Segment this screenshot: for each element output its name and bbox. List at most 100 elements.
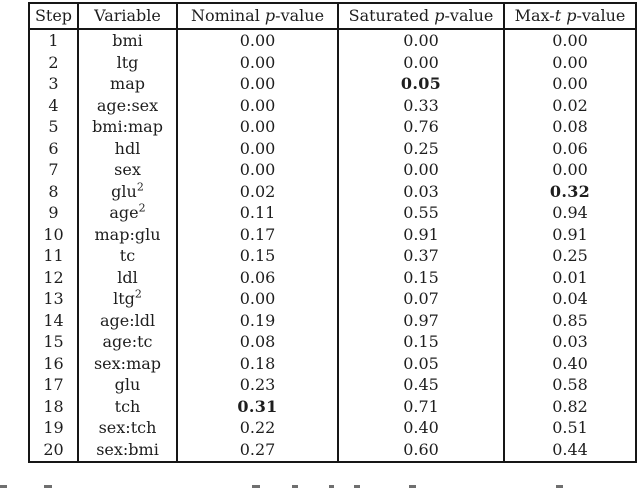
cell-nominal-pvalue: 0.08 <box>176 331 338 353</box>
caption-fragment <box>252 485 260 488</box>
cell-maxt-pvalue: 0.58 <box>503 374 636 396</box>
table-row: 18 tch 0.31 0.71 0.82 <box>29 395 636 418</box>
cell-step: 3 <box>48 74 59 94</box>
cell-maxt-pvalue: 0.51 <box>503 417 636 439</box>
caption-fragment <box>0 485 7 488</box>
cell-maxt-pvalue: 0.44 <box>503 438 636 462</box>
caption-fragment <box>556 485 563 488</box>
cell-nominal-pvalue: 0.19 <box>176 309 338 332</box>
table-row: 2 ltg 0.00 0.00 0.00 <box>29 51 636 74</box>
cell-step: 18 <box>43 396 64 416</box>
cell-variable: sex <box>77 159 177 181</box>
column-header-0: Step <box>29 3 78 30</box>
cell-maxt-pvalue: 0.40 <box>503 352 636 375</box>
caption-fragment <box>409 485 416 488</box>
cell-step: 2 <box>48 52 59 72</box>
cell-saturated-pvalue: 0.25 <box>337 137 504 160</box>
cell-nominal-pvalue: 0.00 <box>176 137 338 160</box>
cell-maxt-pvalue: 0.02 <box>503 94 636 117</box>
stepwise-pvalue-table: Step Variable Nominal p-value Saturated p-v… <box>28 2 637 463</box>
cell-saturated-pvalue: 0.76 <box>337 116 504 138</box>
cell-variable: sex:bmi <box>77 438 177 462</box>
cell-nominal-pvalue: 0.27 <box>176 438 338 462</box>
cell-variable: glu2 <box>77 180 177 203</box>
cell-saturated-pvalue: 0.05 <box>337 73 504 95</box>
cell-nominal-pvalue: 0.18 <box>176 352 338 375</box>
cell-variable: glu <box>77 374 177 396</box>
cell-saturated-pvalue: 0.00 <box>337 29 504 52</box>
table-row: 15 age:tc 0.08 0.15 0.03 <box>29 331 636 353</box>
cell-step: 10 <box>43 224 64 244</box>
cell-maxt-pvalue: 0.00 <box>503 51 636 74</box>
column-header-4: Max-t p-value <box>503 3 636 30</box>
cell-maxt-pvalue: 0.94 <box>503 202 636 224</box>
superscript: 2 <box>134 288 142 301</box>
cell-step: 9 <box>48 203 59 223</box>
table-row: 7 sex 0.00 0.00 0.00 <box>29 159 636 181</box>
cell-step: 8 <box>48 181 59 201</box>
cell-saturated-pvalue: 0.15 <box>337 331 504 353</box>
table-row: 6 hdl 0.00 0.25 0.06 <box>29 137 636 160</box>
cell-variable: sex:map <box>77 352 177 375</box>
cell-variable: bmi:map <box>77 116 177 138</box>
cell-step: 16 <box>43 353 64 373</box>
table-row: 3 map 0.00 0.05 0.00 <box>29 73 636 95</box>
cell-variable: sex:tch <box>77 417 177 439</box>
cell-maxt-pvalue: 0.00 <box>503 29 636 52</box>
cell-variable: tch <box>77 395 177 418</box>
cell-step: 20 <box>43 439 64 459</box>
cell-variable: age2 <box>77 202 177 224</box>
cell-saturated-pvalue: 0.00 <box>337 51 504 74</box>
cell-nominal-pvalue: 0.00 <box>176 288 338 310</box>
table-header-row: Step Variable Nominal p-value Saturated p-v… <box>29 3 636 30</box>
cell-saturated-pvalue: 0.15 <box>337 266 504 289</box>
table-row: 12 ldl 0.06 0.15 0.01 <box>29 266 636 289</box>
table-row: 16 sex:map 0.18 0.05 0.40 <box>29 352 636 375</box>
cell-step: 19 <box>43 418 64 438</box>
table-row: 20 sex:bmi 0.27 0.60 0.44 <box>29 438 636 462</box>
cell-variable: age:sex <box>77 94 177 117</box>
cell-variable: tc <box>77 245 177 267</box>
cell-saturated-pvalue: 0.00 <box>337 159 504 181</box>
cell-maxt-pvalue: 0.32 <box>503 180 636 203</box>
cell-nominal-pvalue: 0.23 <box>176 374 338 396</box>
cell-saturated-pvalue: 0.97 <box>337 309 504 332</box>
cell-variable: age:ldl <box>77 309 177 332</box>
table-row: 8 glu2 0.02 0.03 0.32 <box>29 180 636 203</box>
cell-step: 14 <box>43 310 64 330</box>
column-header-3: Saturated p-value <box>337 3 504 30</box>
cell-step: 11 <box>43 246 64 266</box>
cell-saturated-pvalue: 0.05 <box>337 352 504 375</box>
cell-variable: ltg <box>77 51 177 74</box>
cell-variable: ltg2 <box>77 288 177 310</box>
cell-step: 1 <box>48 30 59 50</box>
cell-step: 7 <box>48 160 59 180</box>
cell-nominal-pvalue: 0.00 <box>176 29 338 52</box>
cell-nominal-pvalue: 0.02 <box>176 180 338 203</box>
caption-fragment <box>44 485 52 488</box>
cell-step: 4 <box>48 95 59 115</box>
cell-maxt-pvalue: 0.08 <box>503 116 636 138</box>
table-body: 1 bmi 0.00 0.00 0.00 2 ltg 0.00 0.00 0.00 3 map 0.00… <box>29 29 636 462</box>
cell-maxt-pvalue: 0.82 <box>503 395 636 418</box>
cell-step: 13 <box>43 289 64 309</box>
cell-maxt-pvalue: 0.85 <box>503 309 636 332</box>
cell-nominal-pvalue: 0.11 <box>176 202 338 224</box>
table-row: 9 age2 0.11 0.55 0.94 <box>29 202 636 224</box>
cell-nominal-pvalue: 0.31 <box>176 395 338 418</box>
superscript: 2 <box>138 202 146 215</box>
cell-step: 6 <box>48 138 59 158</box>
table-row: 5 bmi:map 0.00 0.76 0.08 <box>29 116 636 138</box>
table-header: Step Variable Nominal p-value Saturated p-v… <box>29 3 636 30</box>
table-row: 10 map:glu 0.17 0.91 0.91 <box>29 223 636 246</box>
cell-saturated-pvalue: 0.40 <box>337 417 504 439</box>
table-row: 4 age:sex 0.00 0.33 0.02 <box>29 94 636 117</box>
table-row: 19 sex:tch 0.22 0.40 0.51 <box>29 417 636 439</box>
cell-nominal-pvalue: 0.06 <box>176 266 338 289</box>
cell-variable: age:tc <box>77 331 177 353</box>
cell-saturated-pvalue: 0.91 <box>337 223 504 246</box>
cell-saturated-pvalue: 0.07 <box>337 288 504 310</box>
cell-nominal-pvalue: 0.22 <box>176 417 338 439</box>
cell-nominal-pvalue: 0.00 <box>176 73 338 95</box>
